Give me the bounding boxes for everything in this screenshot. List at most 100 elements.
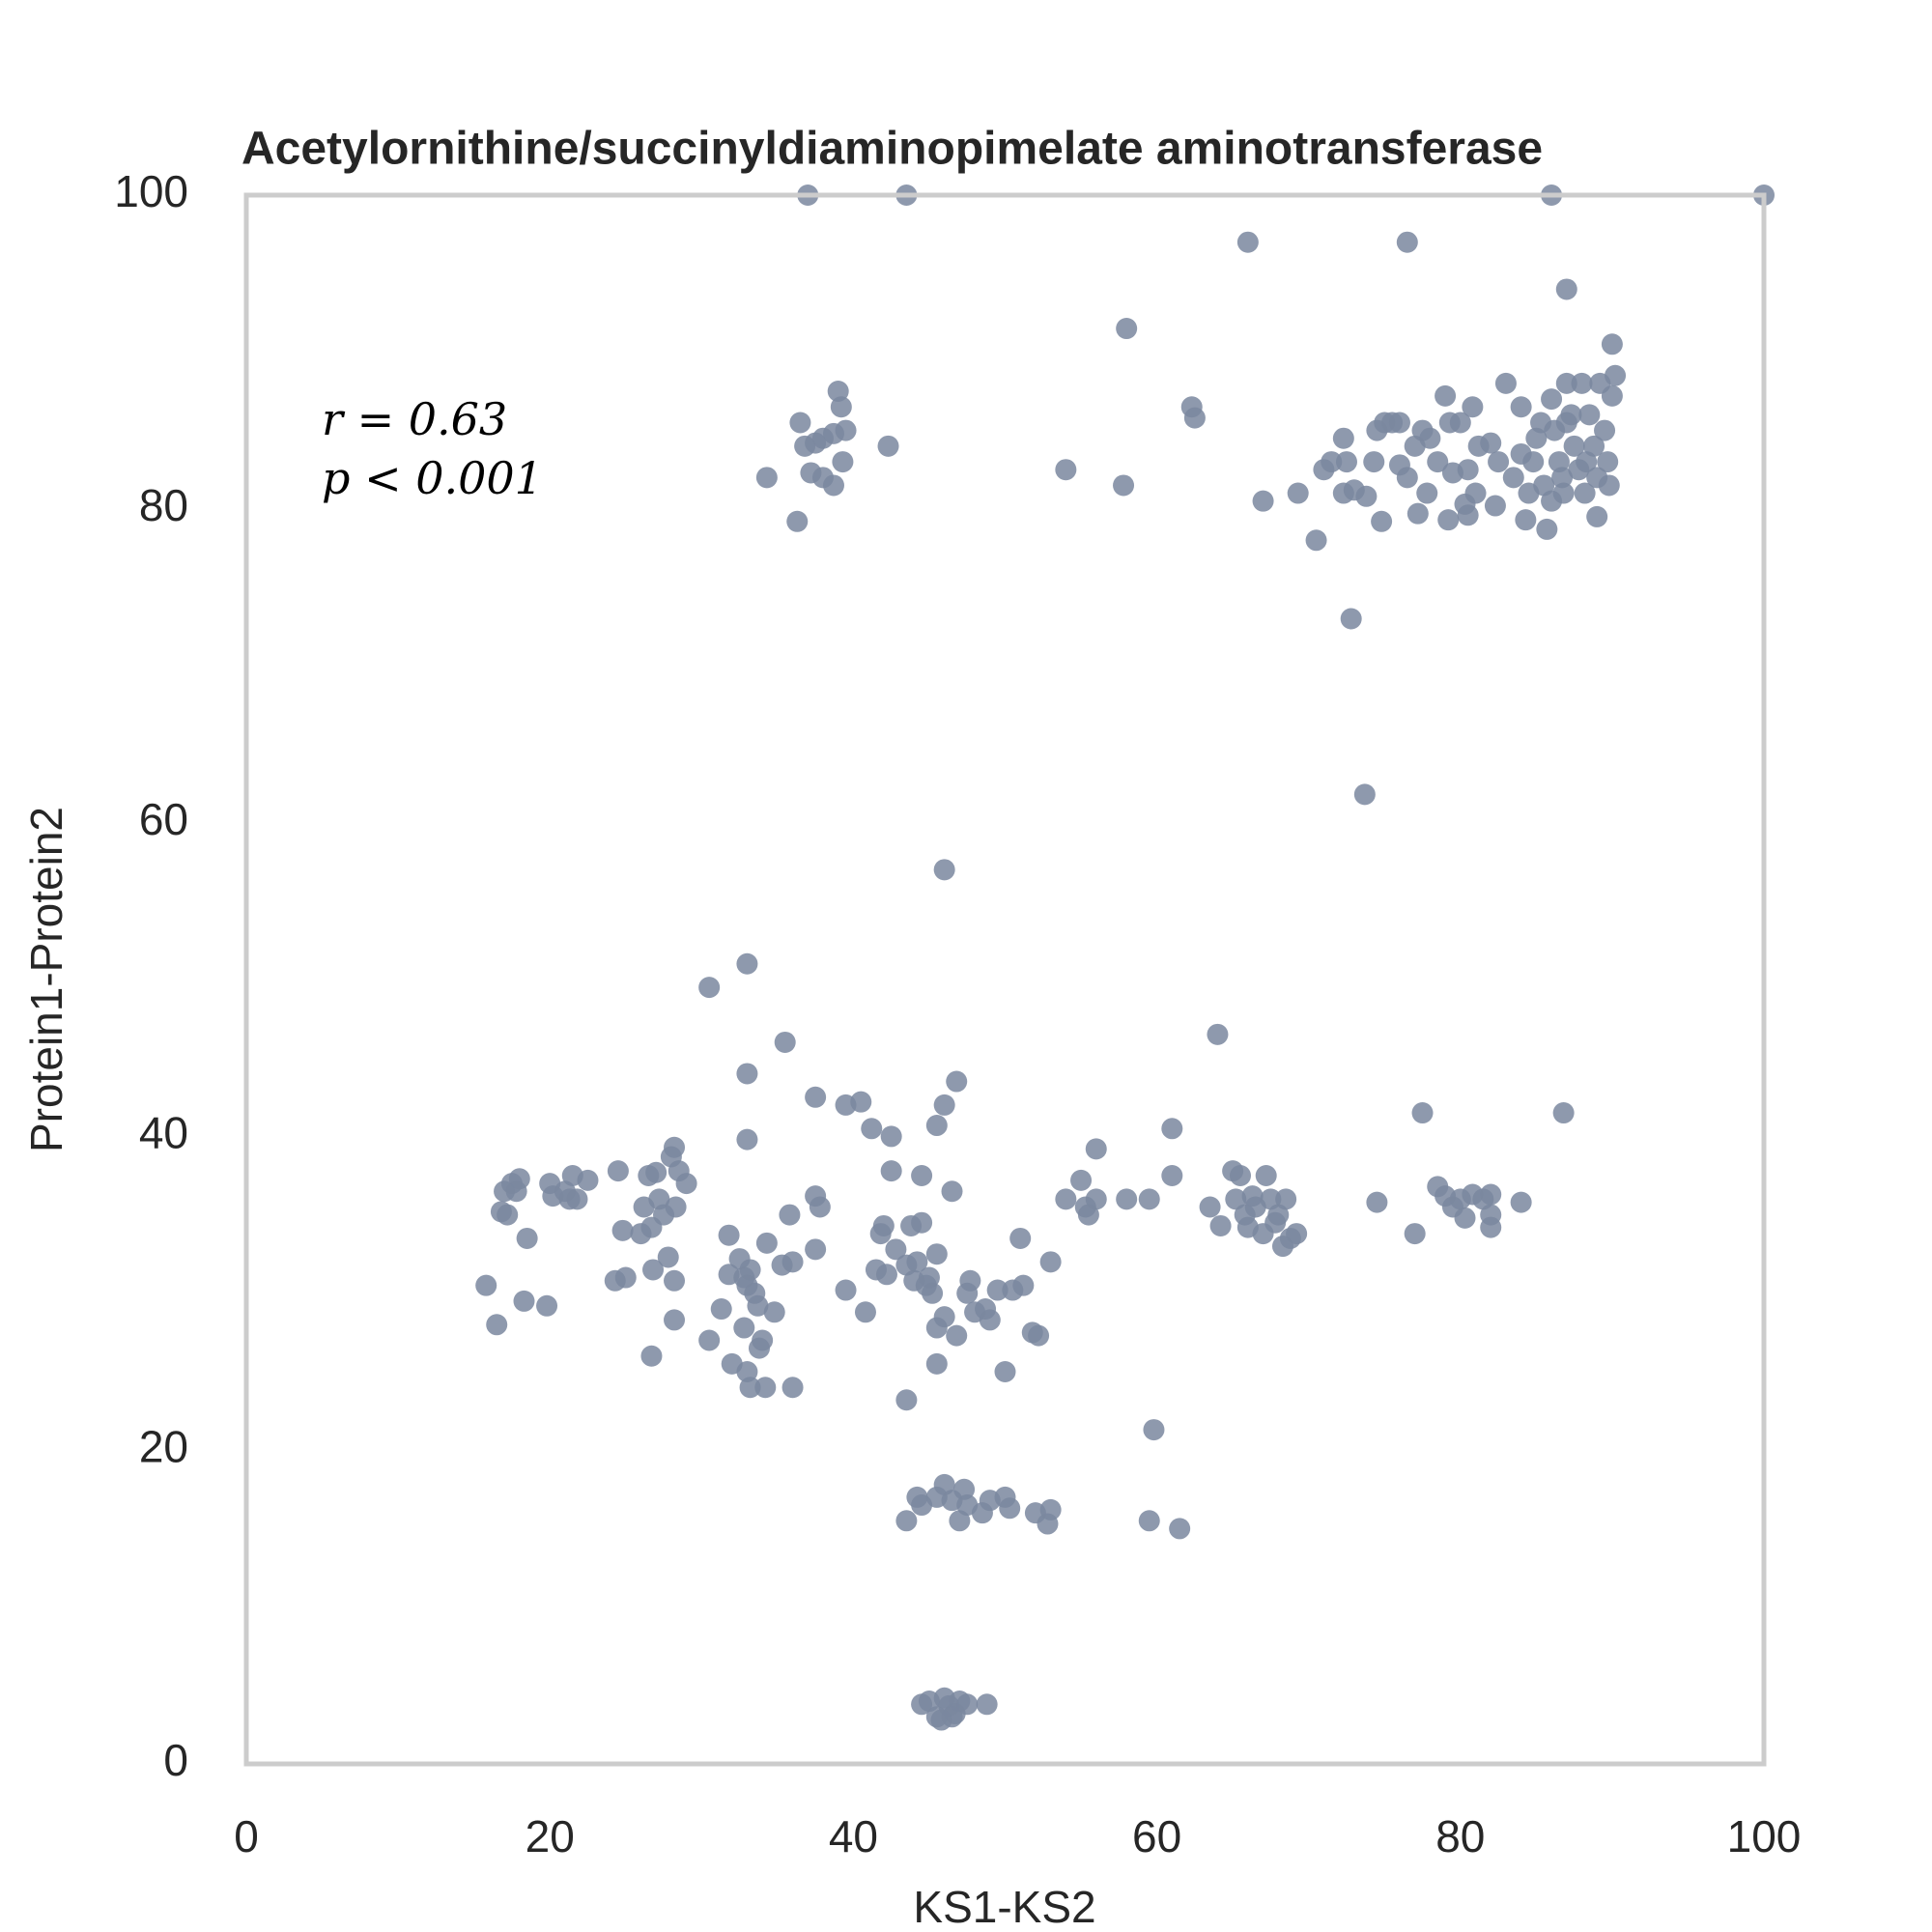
scatter-point [877, 435, 899, 457]
scatter-point [779, 1204, 801, 1226]
scatter-point [861, 1118, 883, 1140]
scatter-point [1555, 412, 1577, 434]
scatter-point [1552, 482, 1575, 504]
scatter-point [789, 412, 811, 434]
scatter-point [1388, 412, 1410, 434]
scatter-point [1113, 474, 1135, 497]
scatter-point [911, 1211, 933, 1234]
scatter-point [1563, 435, 1585, 457]
scatter-point [835, 1279, 857, 1301]
scatter-point [1355, 485, 1378, 507]
scatter-point [1480, 1216, 1502, 1238]
scatter-point [718, 1224, 740, 1246]
scatter-point [1286, 1223, 1308, 1245]
plot-frame [243, 192, 1767, 1767]
y-tick-label: 80 [139, 480, 188, 530]
y-tick-label: 60 [139, 794, 188, 844]
scatter-point [763, 1301, 785, 1323]
scatter-point [739, 1377, 761, 1399]
scatter-point [1143, 1419, 1165, 1441]
scatter-point [925, 1243, 948, 1265]
scatter-point [1138, 1510, 1160, 1532]
scatter-point [1161, 1165, 1183, 1186]
scatter-point [1552, 1102, 1575, 1124]
scatter-point [1085, 1188, 1107, 1210]
scatter-point [976, 1693, 998, 1716]
scatter-point [1601, 384, 1623, 407]
scatter-point [1454, 1207, 1476, 1229]
scatter-point [911, 1165, 933, 1186]
scatter-point [835, 419, 857, 441]
scatter-point [1199, 1196, 1221, 1218]
scatter-point [906, 1251, 928, 1273]
scatter-point [1209, 1214, 1232, 1236]
scatter-point [959, 1269, 981, 1292]
x-tick-label: 80 [1435, 1811, 1485, 1861]
scatter-point [822, 474, 844, 497]
scatter-point [664, 1136, 686, 1158]
scatter-point [1419, 427, 1441, 449]
x-axis-label: KS1-KS2 [913, 1882, 1095, 1932]
scatter-point [999, 1497, 1021, 1520]
scatter-point [872, 1214, 895, 1236]
y-axis-label: Protein1-Protein2 [21, 807, 71, 1152]
scatter-point [1586, 467, 1608, 489]
scatter-point [664, 1269, 686, 1292]
scatter-point [933, 1306, 955, 1328]
scatter-point [781, 1377, 804, 1399]
scatter-point [508, 1168, 530, 1190]
scatter-point [607, 1160, 629, 1182]
scatter-point [850, 1091, 872, 1113]
scatter-point [1183, 407, 1206, 429]
scatter-point [1085, 1138, 1107, 1160]
annotation: p < 0.001 [322, 452, 543, 504]
scatter-point [486, 1314, 508, 1336]
scatter-point [875, 1264, 897, 1286]
scatter-point [1457, 459, 1479, 481]
scatter-point [1416, 482, 1438, 504]
scatter-point [1510, 442, 1532, 465]
scatter-point [1536, 518, 1558, 540]
scatter-point [1574, 482, 1596, 504]
scatter-point [614, 1266, 637, 1289]
scatter-point [611, 1219, 634, 1241]
y-tick-label: 100 [114, 166, 188, 216]
x-tick-label: 100 [1727, 1811, 1802, 1861]
scatter-point [1363, 451, 1385, 473]
scatter-point [1406, 502, 1429, 525]
scatter-point [933, 859, 955, 881]
scatter-point [854, 1301, 876, 1323]
scatter-point [1116, 1188, 1138, 1210]
scatter-point [1230, 1165, 1252, 1186]
scatter-point [1012, 1274, 1035, 1296]
scatter-point [994, 1361, 1016, 1382]
scatter-point [925, 1115, 948, 1137]
scatter-point [880, 1160, 902, 1182]
scatter-point [665, 1196, 687, 1218]
scatter-point [930, 1709, 952, 1731]
scatter-point [895, 1510, 918, 1532]
scatter-point [885, 1238, 907, 1261]
scatter-point [640, 1345, 663, 1367]
scatter-point [1287, 482, 1309, 504]
scatter-point [1427, 451, 1449, 473]
scatter-point [1070, 1169, 1093, 1191]
scatter-point [1236, 231, 1259, 253]
scatter-point [1601, 333, 1623, 355]
x-tick-label: 40 [829, 1811, 878, 1861]
x-tick-label: 20 [526, 1811, 575, 1861]
y-tick-label: 0 [163, 1735, 188, 1785]
scatter-point [1510, 396, 1532, 418]
scatter-point [1510, 1191, 1532, 1213]
scatter-point [832, 451, 854, 473]
scatter-point [1551, 467, 1574, 489]
scatter-point [1335, 451, 1357, 473]
scatter-point [1169, 1518, 1191, 1540]
x-tick-label: 0 [234, 1811, 259, 1861]
scatter-point [805, 1086, 827, 1108]
scatter-point [1530, 412, 1552, 434]
scatter-point [933, 1094, 955, 1116]
scatter-point [733, 1317, 755, 1339]
scatter-point [1252, 490, 1274, 512]
